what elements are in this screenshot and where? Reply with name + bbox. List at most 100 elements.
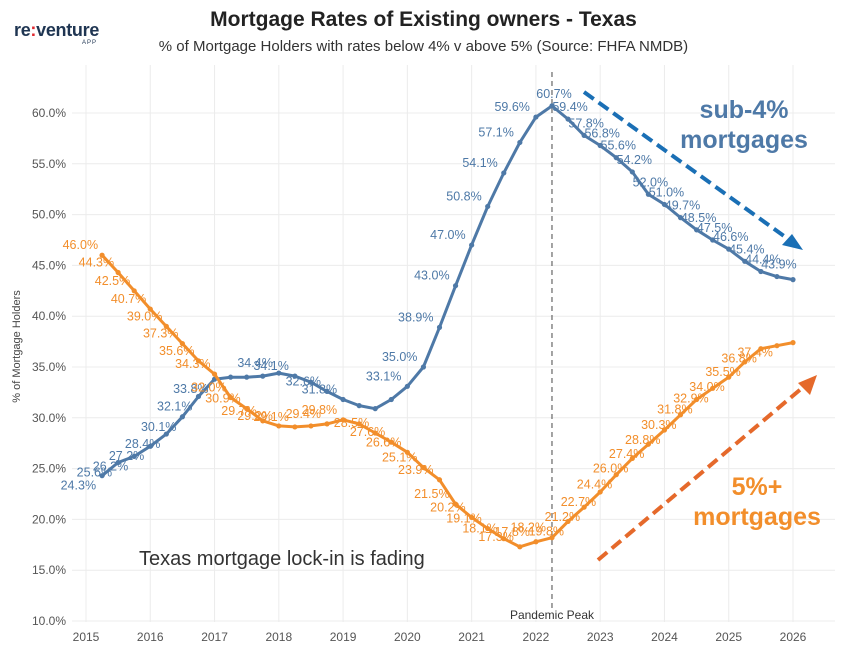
sub4-annotation-line2: mortgages <box>680 126 808 154</box>
above5-point <box>404 449 410 455</box>
above5-data-label: 23.9% <box>398 463 433 477</box>
y-tick-label: 55.0% <box>32 157 66 171</box>
sub4-data-label: 59.6% <box>494 100 529 114</box>
sub4-data-label: 30.1% <box>141 420 176 434</box>
sub4-point <box>131 453 137 460</box>
x-tick-label: 2018 <box>265 630 292 644</box>
sub4-point <box>292 373 298 379</box>
sub4-data-label: 26.2% <box>93 459 128 473</box>
sub4-data-label: 31.8% <box>302 383 337 397</box>
sub4-point <box>115 459 121 466</box>
above5-data-label: 17.8% <box>494 525 529 539</box>
above5-point <box>677 412 684 418</box>
above5-annotation-line1: 5%+ <box>732 473 783 501</box>
sub4-point <box>308 379 314 385</box>
above5-point <box>340 417 346 423</box>
x-tick-label: 2023 <box>587 630 614 644</box>
above5-point <box>629 455 635 462</box>
above5-point <box>420 464 427 471</box>
sub4-point <box>420 364 427 370</box>
sub4-point <box>613 155 619 161</box>
sub4-point <box>324 388 330 394</box>
y-tick-label: 45.0% <box>32 258 66 272</box>
above5-data-label: 29.2% <box>237 409 272 423</box>
sub4-point <box>276 370 282 376</box>
x-tick-label: 2017 <box>201 630 228 644</box>
above5-data-label: 26.6% <box>366 435 401 449</box>
sub4-point <box>517 139 523 146</box>
caption-text: Texas mortgage lock-in is fading <box>139 548 425 570</box>
sub4-point <box>244 374 250 380</box>
above5-data-label: 18.2% <box>511 521 546 535</box>
above5-data-label: 28.5% <box>334 416 369 430</box>
x-tick-label: 2020 <box>394 630 421 644</box>
sub4-line <box>101 104 794 477</box>
above5-point <box>469 514 475 520</box>
sub4-data-label: 48.5% <box>681 211 716 225</box>
y-tick-label: 50.0% <box>32 208 66 222</box>
pandemic-peak-label: Pandemic Peak <box>510 608 595 622</box>
sub4-data-label: 49.7% <box>665 199 700 213</box>
sub4-point <box>228 374 234 380</box>
sub4-data-label: 33.1% <box>366 369 401 383</box>
sub4-point <box>436 324 443 330</box>
y-tick-label: 30.0% <box>32 411 66 425</box>
y-axis-label: % of Mortgage Holders <box>11 290 23 403</box>
above5-data-label: 37.4% <box>737 346 772 360</box>
above5-data-label: 29.8% <box>302 403 337 417</box>
above5-data-label: 31.8% <box>657 403 692 417</box>
sub4-point <box>565 116 571 122</box>
sub4-data-label: 43.9% <box>761 258 796 272</box>
sub4-point <box>549 103 555 109</box>
sub4-point <box>404 383 410 389</box>
above5-arrowhead <box>798 375 817 395</box>
sub4-point <box>629 169 635 175</box>
y-tick-label: 60.0% <box>32 106 66 120</box>
x-tick-label: 2019 <box>330 630 357 644</box>
above5-point <box>388 439 394 445</box>
sub4-point <box>693 227 700 233</box>
above5-point <box>147 306 153 312</box>
x-tick-label: 2026 <box>780 630 807 644</box>
sub4-point <box>581 132 587 138</box>
above5-data-label: 21.5% <box>414 487 449 501</box>
above5-point <box>485 525 491 532</box>
sub4-data-label: 25.6% <box>77 466 112 480</box>
y-tick-label: 40.0% <box>32 309 66 323</box>
sub4-data-label: 43.0% <box>414 269 449 283</box>
sub4-point <box>260 373 266 379</box>
above5-point <box>774 343 780 349</box>
above5-data-label: 20.2% <box>430 500 465 514</box>
above5-data-label: 29.7% <box>221 404 256 418</box>
sub4-data-label: 51.0% <box>649 185 684 199</box>
above5-data-label: 19.1% <box>446 512 481 526</box>
above5-data-label: 30.3% <box>641 418 676 432</box>
sub4-data-label: 54.2% <box>617 153 652 167</box>
sub4-point <box>790 277 796 283</box>
y-tick-label: 10.0% <box>32 614 66 628</box>
above5-data-label: 32.0% <box>191 380 226 394</box>
sub4-data-label: 44.4% <box>745 252 780 266</box>
above5-data-label: 17.3% <box>478 530 513 544</box>
sub4-data-label: 59.4% <box>552 100 587 114</box>
above5-data-label: 35.6% <box>159 344 194 358</box>
above5-point <box>581 504 587 510</box>
above5-data-label: 18.1% <box>462 522 497 536</box>
sub4-data-label: 60.7% <box>536 87 571 101</box>
above5-data-label: 24.4% <box>577 478 612 492</box>
above5-point <box>613 472 619 478</box>
above5-point <box>565 518 571 525</box>
sub4-data-label: 32.6% <box>286 374 321 388</box>
sub4-data-label: 56.8% <box>584 127 619 141</box>
sub4-point <box>726 246 732 252</box>
above5-data-label: 37.3% <box>143 327 178 341</box>
x-tick-label: 2025 <box>715 630 742 644</box>
sub4-data-label: 38.9% <box>398 310 433 324</box>
sub4-data-label: 34.1% <box>253 359 288 373</box>
above5-point <box>228 394 234 401</box>
sub4-data-label: 32.1% <box>157 399 192 413</box>
above5-data-label: 44.3% <box>79 256 114 270</box>
above5-point <box>195 358 202 364</box>
above5-data-label: 27.6% <box>350 425 385 439</box>
above5-data-label: 25.1% <box>382 451 417 465</box>
